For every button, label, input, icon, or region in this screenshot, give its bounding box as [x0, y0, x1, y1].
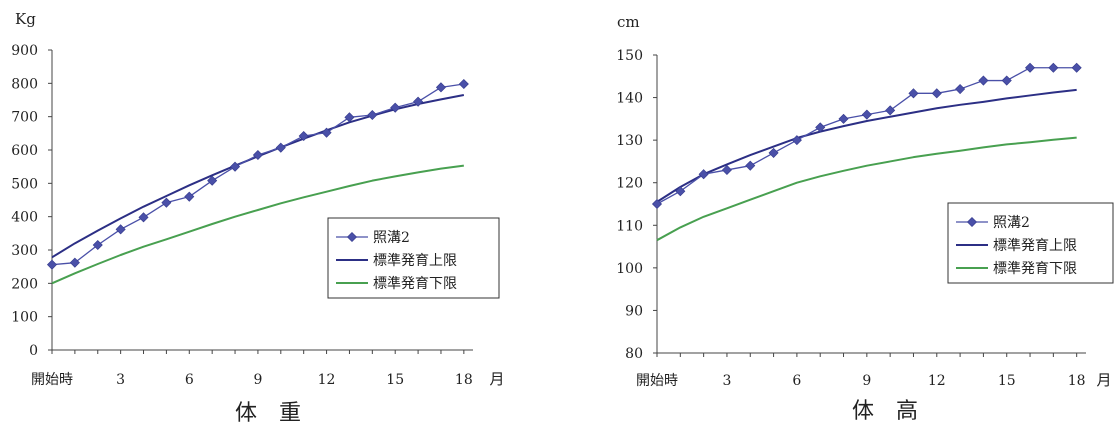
x-tick-label: 12: [928, 373, 946, 389]
x-tick-label: 15: [386, 372, 404, 388]
data-point: [390, 102, 401, 113]
data-point: [367, 109, 378, 121]
x-axis-unit: 月: [1096, 371, 1111, 389]
x-tick-label: 3: [116, 372, 125, 388]
x-tick-label: 9: [253, 372, 262, 388]
data-point: [908, 88, 919, 99]
legend-label: 照溝2: [373, 230, 410, 246]
legend-label: 照溝2: [993, 215, 1030, 231]
y-tick-label: 0: [29, 343, 38, 359]
y-tick-label: 900: [11, 43, 38, 59]
y-tick-label: 300: [11, 243, 38, 259]
data-point: [413, 96, 424, 107]
x-tick-label: 18: [455, 372, 473, 388]
series-line: [51, 164, 464, 285]
x-tick-label: 3: [722, 373, 731, 389]
data-point: [92, 239, 103, 251]
y-tick-label: 130: [616, 133, 643, 149]
x-tick-label: 12: [318, 372, 336, 388]
legend-marker: [966, 216, 978, 228]
data-point: [161, 197, 172, 208]
y-tick-label: 200: [11, 276, 38, 292]
data-point: [344, 112, 355, 123]
chart-title: 体 高: [852, 399, 918, 424]
chart-weight: 0 100 200 300 400 500 600 700 800 900 開始時 3 6 9 12 15 18…: [11, 10, 504, 426]
y-axis-unit: Kg: [15, 10, 36, 28]
x-tick-label: 開始時: [636, 373, 678, 389]
legend-box: [947, 202, 1114, 284]
data-point: [298, 130, 309, 142]
x-tick-label: 18: [1068, 373, 1086, 389]
legend-label: 標準発育下限: [993, 261, 1077, 277]
y-tick-label: 90: [625, 303, 643, 319]
data-point: [815, 122, 826, 133]
data-point: [861, 109, 872, 120]
data-point: [1048, 62, 1059, 73]
x-tick-label: 9: [862, 373, 871, 389]
y-tick-label: 100: [11, 310, 38, 326]
x-tick-label: 15: [998, 373, 1016, 389]
data-point: [207, 175, 218, 186]
y-tick-label: 100: [616, 261, 643, 277]
data-point: [838, 113, 849, 124]
x-tick-label: 開始時: [31, 372, 73, 388]
data-point: [1025, 62, 1036, 73]
chart-height: 80 90 100 110 120 130 140 150 開始時 3 6 9 12 15 18 cm 月 照溝2…: [616, 13, 1114, 424]
legend-label: 標準発育上限: [373, 253, 457, 269]
data-point: [791, 135, 802, 146]
data-point: [931, 88, 942, 99]
data-point: [138, 212, 149, 223]
data-point: [252, 149, 263, 161]
y-tick-label: 150: [616, 48, 643, 64]
data-point: [1071, 62, 1082, 73]
data-point: [721, 164, 732, 175]
y-tick-label: 500: [11, 176, 38, 192]
data-point: [275, 142, 286, 153]
y-axis-unit: cm: [617, 13, 640, 31]
data-point: [745, 160, 756, 171]
legend-box: [327, 217, 500, 299]
y-tick-label: 400: [11, 210, 38, 226]
data-point: [46, 259, 58, 270]
data-point: [698, 169, 709, 180]
legend-label: 標準発育上限: [993, 238, 1077, 254]
y-tick-label: 120: [616, 176, 643, 192]
y-tick-label: 600: [11, 143, 38, 159]
series-line: [656, 136, 1077, 242]
legend-label: 標準発育下限: [373, 276, 457, 292]
data-point: [768, 147, 779, 158]
y-tick-label: 80: [625, 346, 643, 362]
data-point: [955, 84, 966, 95]
y-tick-label: 140: [616, 91, 643, 107]
data-point: [458, 78, 469, 90]
data-point: [184, 191, 195, 202]
chart-title: 体 重: [235, 401, 301, 426]
y-tick-label: 700: [11, 110, 38, 126]
data-point: [1001, 75, 1012, 86]
data-point: [69, 257, 80, 268]
data-point: [115, 224, 126, 235]
x-tick-label: 6: [185, 372, 194, 388]
data-point: [978, 75, 989, 86]
x-axis-unit: 月: [489, 370, 504, 388]
series-line: [656, 67, 1077, 205]
data-point: [675, 186, 686, 197]
data-point: [230, 161, 241, 172]
x-tick-label: 6: [792, 373, 801, 389]
data-point: [321, 127, 332, 138]
y-tick-label: 110: [616, 218, 643, 234]
data-point: [885, 105, 896, 116]
series-line: [656, 88, 1077, 203]
legend-marker: [346, 231, 358, 243]
data-point: [651, 198, 663, 210]
y-tick-label: 800: [11, 76, 38, 92]
data-point: [435, 82, 446, 93]
